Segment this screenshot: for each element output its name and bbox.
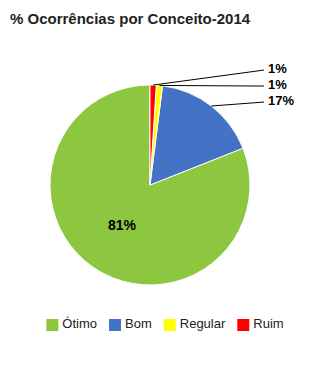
legend-item: Bom	[109, 316, 152, 331]
legend: Ótimo Bom Regular Ruim	[46, 316, 283, 331]
pie-slice	[50, 85, 250, 285]
legend-swatch	[46, 319, 58, 331]
legend-label: Bom	[125, 316, 152, 331]
legend-label: Regular	[180, 316, 226, 331]
legend-item: Ruim	[237, 316, 283, 331]
leader-line	[153, 70, 264, 85]
legend-item: Ótimo	[46, 316, 97, 331]
legend-swatch	[237, 319, 249, 331]
pie-slice	[150, 86, 243, 185]
leader-line	[211, 102, 264, 106]
slices	[50, 85, 250, 285]
legend-swatch	[164, 319, 176, 331]
data-label: 17%	[268, 93, 294, 108]
legend-swatch	[109, 319, 121, 331]
pie-slice	[150, 85, 156, 185]
leader-line	[159, 85, 264, 87]
data-labels: 81%1%1%17%	[108, 61, 295, 233]
data-label: 1%	[268, 77, 287, 92]
chart: % Ocorrências por Conceito-201481%1%1%17…	[0, 0, 330, 367]
data-label: 81%	[108, 217, 137, 233]
legend-label: Ruim	[253, 316, 283, 331]
title: % Ocorrências por Conceito-2014	[10, 10, 251, 27]
data-label: 1%	[268, 61, 287, 76]
legend-item: Regular	[164, 316, 226, 331]
legend-label: Ótimo	[62, 316, 97, 331]
pie-slice	[150, 85, 163, 185]
